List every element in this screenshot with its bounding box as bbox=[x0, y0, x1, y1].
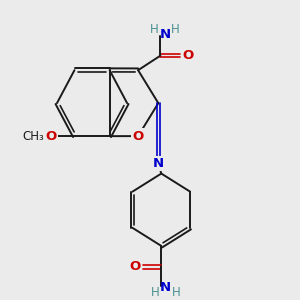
Text: O: O bbox=[133, 130, 144, 142]
Text: N: N bbox=[159, 28, 170, 40]
Text: H: H bbox=[172, 286, 181, 298]
Text: N: N bbox=[160, 281, 171, 294]
Text: H: H bbox=[171, 23, 180, 36]
Text: H: H bbox=[150, 286, 159, 298]
Text: CH₃: CH₃ bbox=[22, 130, 44, 143]
Text: O: O bbox=[46, 130, 57, 143]
Text: O: O bbox=[129, 260, 140, 273]
Text: H: H bbox=[149, 23, 158, 36]
Text: O: O bbox=[182, 49, 193, 62]
Text: N: N bbox=[153, 157, 164, 170]
